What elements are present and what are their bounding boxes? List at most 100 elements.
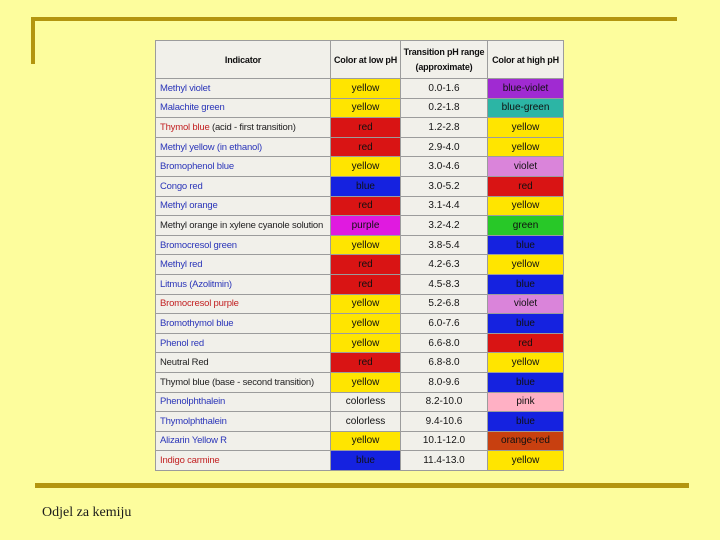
color-at-high-ph-cell: orange-red	[487, 430, 564, 452]
table-row: Congo red blue 3.0-5.2 red	[155, 175, 564, 197]
footer-department-label: Odjel za kemiju	[42, 505, 132, 520]
transition-ph-range-cell: 3.0-4.6	[400, 156, 488, 177]
indicator-name-link[interactable]: Thymol blue	[160, 121, 210, 133]
col-header-indicator: Indicator	[155, 40, 331, 79]
indicator-name-link[interactable]: Indigo carmine	[160, 455, 220, 467]
top-rule	[31, 17, 677, 21]
color-at-low-ph-cell: yellow	[330, 234, 401, 256]
color-at-high-ph-cell: yellow	[487, 195, 564, 217]
color-at-low-ph-cell: colorless	[330, 391, 401, 413]
color-at-high-ph-cell: blue	[487, 273, 564, 295]
indicator-name-link[interactable]: Phenol red	[160, 337, 204, 349]
table-row: Thymol blue (base - second transition) ye…	[155, 371, 564, 393]
indicator-name-link[interactable]: Bromophenol blue	[160, 161, 234, 173]
table-row: Methyl yellow (in ethanol) red 2.9-4.0 yell…	[155, 136, 564, 158]
color-at-low-ph-cell: yellow	[330, 332, 401, 354]
color-at-high-ph-cell: yellow	[487, 136, 564, 158]
indicator-name-link[interactable]: Phenolphthalein	[160, 396, 226, 408]
color-at-low-ph-cell: red	[330, 195, 401, 217]
indicator-name-link[interactable]: Methyl red	[160, 259, 203, 271]
indicator-name-cell: Methyl red	[155, 254, 331, 275]
color-at-low-ph-cell: yellow	[330, 156, 401, 177]
table-row: Bromocresol green yellow 3.8-5.4 blue	[155, 234, 564, 256]
indicator-name-cell: Bromocresol green	[155, 234, 331, 256]
indicator-name-suffix: (acid - first transition)	[209, 121, 296, 133]
table-row: Malachite green yellow 0.2-1.8 blue-green	[155, 97, 564, 119]
color-at-high-ph-cell: blue-violet	[487, 78, 564, 99]
transition-ph-range-cell: 6.0-7.6	[400, 313, 488, 334]
table-row: Bromothymol blue yellow 6.0-7.6 blue	[155, 313, 564, 334]
color-at-low-ph-cell: yellow	[330, 313, 401, 334]
transition-ph-range-cell: 5.2-6.8	[400, 293, 488, 315]
col-header-range-line1: Transition pH range	[403, 46, 485, 57]
indicator-name-cell: Indigo carmine	[155, 450, 331, 471]
color-at-low-ph-cell: red	[330, 136, 401, 158]
table-row: Neutral Red red 6.8-8.0 yellow	[155, 352, 564, 373]
color-at-low-ph-cell: yellow	[330, 97, 401, 119]
color-at-high-ph-cell: yellow	[487, 450, 564, 471]
table-row: Bromophenol blue yellow 3.0-4.6 violet	[155, 156, 564, 177]
indicator-name-link[interactable]: Alizarin Yellow R	[160, 435, 227, 447]
transition-ph-range-cell: 0.2-1.8	[400, 97, 488, 119]
transition-ph-range-cell: 2.9-4.0	[400, 136, 488, 158]
color-at-low-ph-cell: red	[330, 273, 401, 295]
indicator-name-cell: Thymolphthalein	[155, 411, 331, 432]
color-at-low-ph-cell: yellow	[330, 78, 401, 99]
transition-ph-range-cell: 8.2-10.0	[400, 391, 488, 413]
top-rule-corner	[31, 17, 35, 64]
color-at-high-ph-cell: yellow	[487, 352, 564, 373]
color-at-high-ph-cell: yellow	[487, 117, 564, 138]
color-at-low-ph-cell: red	[330, 352, 401, 373]
color-at-high-ph-cell: red	[487, 175, 564, 197]
col-header-color-low: Color at low pH	[330, 40, 401, 79]
indicator-name-cell: Bromothymol blue	[155, 313, 331, 334]
indicator-name-cell: Neutral Red	[155, 352, 331, 373]
col-header-range-line2: (approximate)	[415, 61, 473, 72]
indicator-name-link[interactable]: Thymolphthalein	[160, 415, 227, 427]
indicator-name-link[interactable]: Bromocresol green	[160, 239, 237, 251]
color-at-high-ph-cell: violet	[487, 156, 564, 177]
table-row: Thymol blue (acid - first transition) red…	[155, 117, 564, 138]
col-header-transition-range: Transition pH range (approximate)	[400, 40, 488, 79]
indicator-name-link[interactable]: Congo red	[160, 180, 203, 192]
ph-indicator-table: Indicator Color at low pH Transition pH …	[155, 40, 564, 471]
transition-ph-range-cell: 6.8-8.0	[400, 352, 488, 373]
table-row: Phenol red yellow 6.6-8.0 red	[155, 332, 564, 354]
color-at-low-ph-cell: blue	[330, 450, 401, 471]
indicator-name-link[interactable]: Litmus (Azolitmin)	[160, 278, 232, 290]
color-at-high-ph-cell: blue	[487, 313, 564, 334]
indicator-name-link[interactable]: Methyl yellow (in ethanol)	[160, 141, 262, 153]
color-at-high-ph-cell: blue	[487, 411, 564, 432]
indicator-name-link[interactable]: Bromothymol blue	[160, 317, 234, 329]
color-at-low-ph-cell: yellow	[330, 293, 401, 315]
indicator-name-cell: Alizarin Yellow R	[155, 430, 331, 452]
table-row: Methyl violet yellow 0.0-1.6 blue-violet	[155, 78, 564, 99]
indicator-name-cell: Malachite green	[155, 97, 331, 119]
color-at-low-ph-cell: purple	[330, 215, 401, 236]
color-at-high-ph-cell: blue-green	[487, 97, 564, 119]
color-at-high-ph-cell: yellow	[487, 254, 564, 275]
color-at-high-ph-cell: green	[487, 215, 564, 236]
color-at-low-ph-cell: yellow	[330, 430, 401, 452]
table-row: Thymolphthalein colorless 9.4-10.6 blue	[155, 411, 564, 432]
indicator-name-cell: Bromophenol blue	[155, 156, 331, 177]
indicator-name-link[interactable]: Methyl violet	[160, 82, 211, 94]
transition-ph-range-cell: 3.1-4.4	[400, 195, 488, 217]
color-at-high-ph-cell: pink	[487, 391, 564, 413]
indicator-name-link[interactable]: Methyl orange	[160, 200, 218, 212]
indicator-name-link[interactable]: Bromocresol purple	[160, 298, 239, 310]
bottom-rule	[35, 483, 689, 488]
col-header-color-high: Color at high pH	[487, 40, 564, 79]
table-row: Indigo carmine blue 11.4-13.0 yellow	[155, 450, 564, 471]
indicator-name-link[interactable]: Malachite green	[160, 102, 225, 114]
table-row: Phenolphthalein colorless 8.2-10.0 pink	[155, 391, 564, 413]
color-at-high-ph-cell: blue	[487, 234, 564, 256]
table-row: Methyl orange in xylene cyanole solution…	[155, 215, 564, 236]
indicator-name-cell: Methyl yellow (in ethanol)	[155, 136, 331, 158]
color-at-low-ph-cell: colorless	[330, 411, 401, 432]
indicator-name-cell: Thymol blue (base - second transition)	[155, 371, 331, 393]
color-at-low-ph-cell: yellow	[330, 371, 401, 393]
indicator-name-cell: Methyl violet	[155, 78, 331, 99]
color-at-high-ph-cell: violet	[487, 293, 564, 315]
